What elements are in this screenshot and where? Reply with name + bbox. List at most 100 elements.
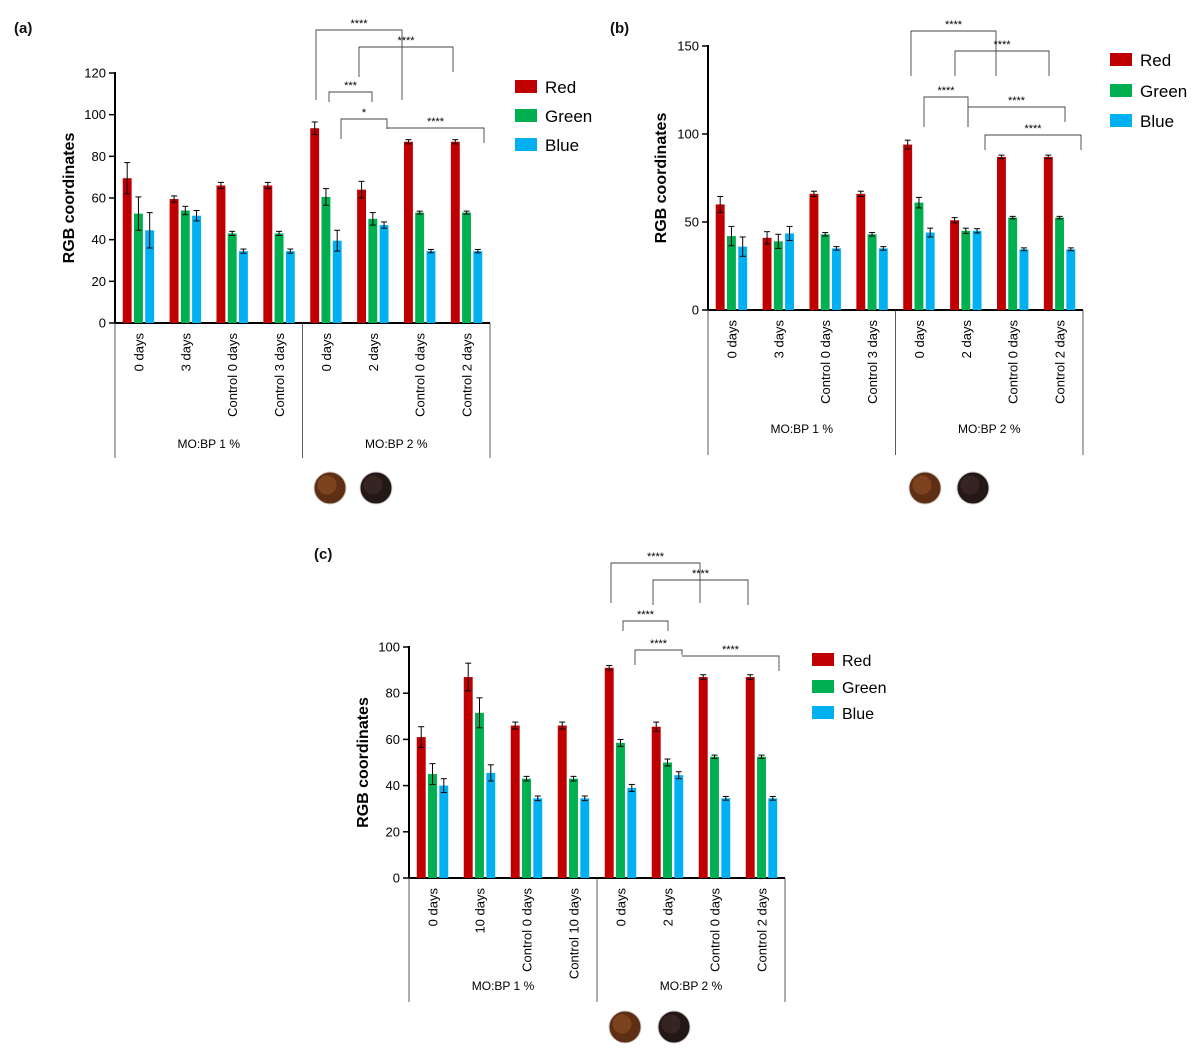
panel-a-significance-bracket (358, 46, 454, 77)
panel-a-legend-label: Green (545, 107, 592, 126)
panel-b-bar-blue (1066, 249, 1076, 310)
panel-c-category-label: 0 days (614, 888, 629, 927)
panel-c-category-label: 0 days (426, 888, 441, 927)
panel-b-bar-green (867, 234, 877, 310)
panel-b-significance-bracket (967, 106, 1066, 127)
panel-a-category-label: 2 days (366, 333, 381, 372)
panel-a-significance-bracket (340, 118, 388, 139)
panel-b-legend-swatch-red (1110, 53, 1132, 66)
panel-c-significance-bracket (682, 655, 780, 671)
panel-c-significance-bracket (610, 562, 701, 603)
panel-a-y-axis-title: RGB coordinates (61, 133, 78, 264)
panel-c-sample-photo-highlight (661, 1014, 681, 1034)
panel-a-label: (a) (14, 20, 33, 37)
panel-b-bar-red (1043, 156, 1053, 310)
panel-a-y-tick-label: 60 (92, 191, 106, 206)
panel-b-legend-swatch-green (1110, 84, 1132, 97)
panel-c-bar-green (616, 742, 625, 878)
panel-a-category-label: Control 0 days (225, 333, 240, 417)
panel-b-bar-red (809, 193, 819, 310)
panel-a-bar-green (321, 196, 331, 323)
panel-b-y-axis-title: RGB coordinates (653, 113, 670, 244)
panel-b-bar-red (856, 193, 866, 310)
panel-c-bar-red (557, 725, 567, 878)
panel-b-bar-green (1008, 217, 1018, 310)
panel-a-significance-bracket (315, 29, 403, 100)
panel-a-category-label: 0 days (131, 333, 146, 372)
panel-a-group-label: MO:BP 2 % (365, 437, 428, 451)
panel-a-bar-red (263, 185, 273, 323)
panel-a-legend-swatch-red (515, 80, 537, 93)
panel-a-bar-blue (285, 251, 295, 323)
panel-c-legend-swatch-blue (812, 706, 834, 719)
panel-c-significance-bracket (634, 649, 683, 665)
panel-b-legend-swatch-blue (1110, 114, 1132, 127)
panel-a-significance-label: * (362, 107, 367, 119)
panel-b-bar-blue (925, 232, 935, 310)
panel-a-bar-blue (145, 230, 155, 323)
panel-c-bar-blue (486, 772, 496, 878)
panel-b-category-label: 3 days (771, 320, 786, 359)
panel-a-bar-red (310, 128, 320, 323)
panel-b-bar-blue (878, 248, 888, 310)
panel-b-bar-green (1055, 217, 1065, 310)
panel-b-bar-blue (972, 230, 982, 310)
panel-b-bar-green (773, 241, 783, 310)
panel-b-category-label: Control 3 days (865, 320, 880, 404)
panel-c-significance-label: **** (647, 551, 665, 563)
panel-b-bar-red (996, 156, 1006, 310)
panel-b-y-tick-label: 50 (685, 215, 699, 230)
panel-b-category-label: Control 0 days (1006, 320, 1021, 404)
panel-a-y-tick-label: 20 (92, 274, 106, 289)
panel-a-bar-blue (473, 251, 483, 323)
panel-a-bar-red (122, 178, 132, 323)
panel-a-bar-green (227, 233, 237, 323)
panel-b-significance-bracket (984, 134, 1082, 150)
panel-b-legend-label: Red (1140, 51, 1171, 70)
panel-c-category-label: Control 0 days (520, 888, 535, 972)
panel-c-sample-photo-highlight (612, 1014, 632, 1034)
panel-b-legend-label: Green (1140, 82, 1187, 101)
panel-a-significance-bracket (387, 127, 485, 143)
panel-c-bar-red (463, 677, 473, 878)
panel-a-y-tick-label: 100 (84, 107, 106, 122)
panel-c-significance-bracket (652, 579, 749, 605)
panel-c-y-tick-label: 60 (386, 732, 400, 747)
panel-b-group-label: MO:BP 1 % (771, 422, 834, 436)
panel-a-bar-red (169, 199, 179, 323)
panel-b-group-label: MO:BP 2 % (958, 422, 1021, 436)
panel-c-y-tick-label: 20 (386, 824, 400, 839)
panel-a-category-label: Control 2 days (460, 333, 475, 417)
panel-a-bar-green (180, 210, 190, 323)
panel-b-bar-blue (785, 233, 795, 310)
panel-a-significance-label: *** (344, 80, 358, 92)
panel-c-bar-green (710, 756, 719, 878)
panel-a-group-label: MO:BP 1 % (178, 437, 241, 451)
panel-b-significance-bracket (910, 30, 997, 76)
panel-b-significance-label: **** (993, 39, 1011, 51)
panel-b-bar-blue (831, 248, 841, 310)
panel-c-bar-blue (627, 787, 637, 878)
panel-a-y-tick-label: 80 (92, 149, 106, 164)
panel-c-bar-blue (674, 775, 684, 878)
panel-b-significance-label: **** (945, 19, 963, 31)
panel-a-bar-green (133, 213, 143, 323)
panel-c-legend-swatch-green (812, 680, 834, 693)
panel-b-y-tick-label: 150 (677, 39, 699, 54)
panel-c-category-label: Control 2 days (755, 888, 770, 972)
panel-c-bar-green (522, 778, 531, 878)
panel-c-category-label: 10 days (473, 888, 488, 934)
panel-a-bar-red (450, 141, 460, 323)
panel-a-y-tick-label: 120 (84, 66, 106, 81)
panel-b-bar-green (820, 234, 830, 310)
panel-a-bar-green (368, 218, 378, 323)
panel-a-bar-blue (379, 225, 389, 323)
panel-a-legend-label: Blue (545, 136, 579, 155)
panel-a-bar-blue (332, 240, 342, 323)
panel-c-category-label: Control 10 days (567, 888, 582, 980)
panel-c-y-tick-label: 0 (393, 871, 400, 886)
panel-c-group-label: MO:BP 1 % (472, 979, 535, 993)
panel-b-significance-label: **** (1024, 123, 1042, 135)
panel-a-legend-swatch-green (515, 109, 537, 122)
